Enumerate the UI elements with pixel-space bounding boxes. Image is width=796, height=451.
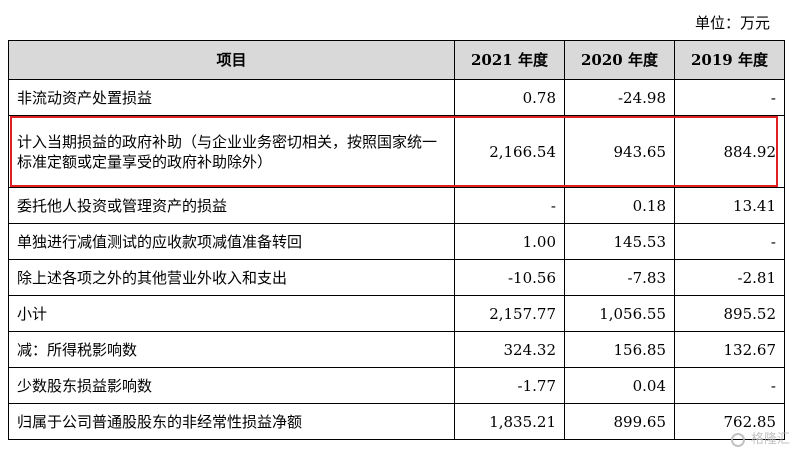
- row-item-label: 非流动资产处置损益: [8, 79, 455, 116]
- row-value-2021: -: [454, 187, 565, 224]
- column-header-item: 项目: [8, 40, 455, 80]
- row-item-label: 除上述各项之外的其他营业外收入和支出: [8, 259, 455, 296]
- column-header-2019: 2019 年度: [674, 40, 785, 80]
- table-row: 非流动资产处置损益 0.78 -24.98 -: [8, 79, 785, 116]
- row-value-2020: -7.83: [564, 259, 675, 296]
- row-value-2019: 13.41: [674, 187, 785, 224]
- row-item-label: 减：所得税影响数: [8, 331, 455, 368]
- row-value-2021: 1.00: [454, 223, 565, 260]
- row-value-2019: 884.92: [674, 115, 785, 188]
- non-recurring-gains-table: 项目 2021 年度 2020 年度 2019 年度 非流动资产处置损益 0.7…: [8, 40, 785, 440]
- watermark: 格隆汇: [730, 428, 790, 447]
- table-row: 委托他人投资或管理资产的损益 - 0.18 13.41: [8, 187, 785, 224]
- row-value-2020: 1,056.55: [564, 295, 675, 332]
- row-item-label: 归属于公司普通股股东的非经常性损益净额: [8, 403, 455, 440]
- row-item-label: 单独进行减值测试的应收款项减值准备转回: [8, 223, 455, 260]
- row-item-label: 委托他人投资或管理资产的损益: [8, 187, 455, 224]
- row-item-label: 计入当期损益的政府补助（与企业业务密切相关，按照国家统一标准定额或定量享受的政府…: [8, 115, 455, 188]
- row-item-label: 小计: [8, 295, 455, 332]
- row-value-2021: -10.56: [454, 259, 565, 296]
- row-value-2020: -24.98: [564, 79, 675, 116]
- table-row: 少数股东损益影响数 -1.77 0.04 -: [8, 367, 785, 404]
- table-row-net-total: 归属于公司普通股股东的非经常性损益净额 1,835.21 899.65 762.…: [8, 403, 785, 440]
- row-value-2021: 2,157.77: [454, 295, 565, 332]
- row-value-2019: 895.52: [674, 295, 785, 332]
- table-row: 减：所得税影响数 324.32 156.85 132.67: [8, 331, 785, 368]
- row-value-2020: 943.65: [564, 115, 675, 188]
- row-value-2021: 2,166.54: [454, 115, 565, 188]
- gelonghui-logo-icon: [730, 432, 745, 447]
- row-value-2020: 156.85: [564, 331, 675, 368]
- row-value-2021: 324.32: [454, 331, 565, 368]
- row-value-2020: 0.18: [564, 187, 675, 224]
- table-row: 除上述各项之外的其他营业外收入和支出 -10.56 -7.83 -2.81: [8, 259, 785, 296]
- row-value-2021: 0.78: [454, 79, 565, 116]
- row-value-2021: -1.77: [454, 367, 565, 404]
- table-row: 单独进行减值测试的应收款项减值准备转回 1.00 145.53 -: [8, 223, 785, 260]
- column-header-2021: 2021 年度: [454, 40, 565, 80]
- row-value-2021: 1,835.21: [454, 403, 565, 440]
- row-value-2020: 899.65: [564, 403, 675, 440]
- row-value-2019: 132.67: [674, 331, 785, 368]
- row-value-2019: 762.85: [674, 403, 785, 440]
- unit-label: 单位：万元: [694, 14, 770, 32]
- watermark-text: 格隆汇: [750, 432, 790, 447]
- row-value-2019: -2.81: [674, 259, 785, 296]
- row-value-2019: -: [674, 223, 785, 260]
- column-header-2020: 2020 年度: [564, 40, 675, 80]
- table-row-subtotal: 小计 2,157.77 1,056.55 895.52: [8, 295, 785, 332]
- row-value-2019: -: [674, 367, 785, 404]
- row-value-2019: -: [674, 79, 785, 116]
- row-value-2020: 145.53: [564, 223, 675, 260]
- row-item-label: 少数股东损益影响数: [8, 367, 455, 404]
- table-row-highlighted: 计入当期损益的政府补助（与企业业务密切相关，按照国家统一标准定额或定量享受的政府…: [8, 115, 785, 188]
- row-value-2020: 0.04: [564, 367, 675, 404]
- table-header-row: 项目 2021 年度 2020 年度 2019 年度: [8, 40, 785, 80]
